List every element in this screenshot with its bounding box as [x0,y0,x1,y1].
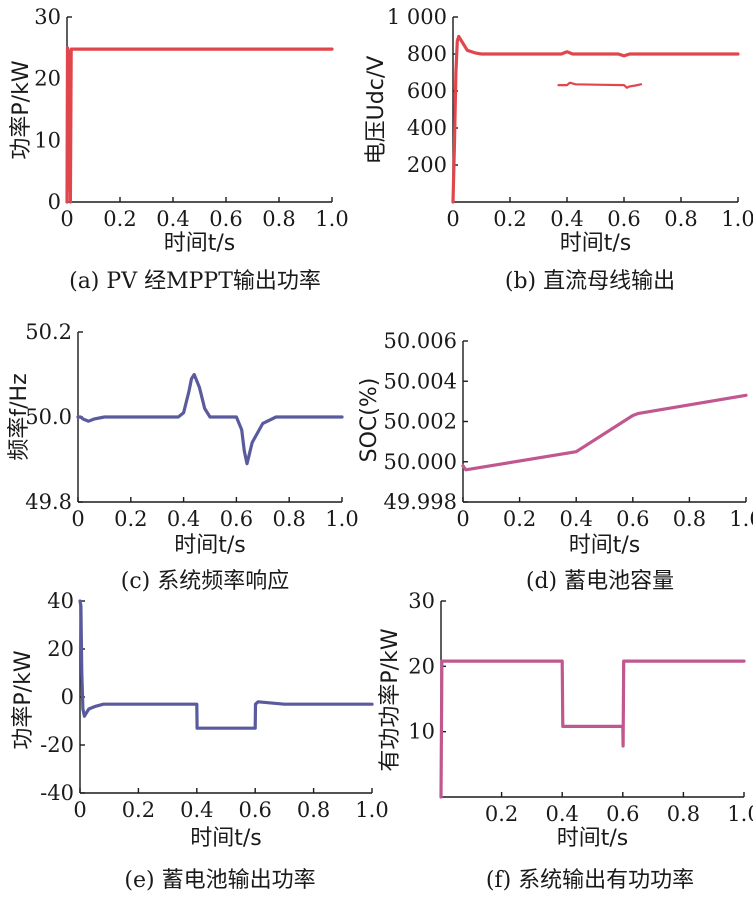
y-tick-label: -20 [40,733,74,757]
y-tick-label: 600 [407,79,447,103]
y-tick-label: 20 [47,637,74,661]
x-axis-title: 时间t/s [174,533,246,558]
series-line [439,659,746,799]
chart-c: 0 0.2 0.4 0.6 0.8 1.0 49.8 50.0 50.2 时间t/s 频率f/Hz (… [7,320,359,594]
series-line [557,81,643,89]
x-tick-label: 0.4 [167,507,200,531]
y-tick-label: 0 [61,685,74,709]
x-tick-label: 0.4 [545,802,578,826]
x-tick-label: 0.8 [297,798,330,822]
x-tick-label: 0.8 [262,207,295,231]
x-tick-label: 0.6 [606,802,639,826]
x-tick-label: 0.2 [485,802,518,826]
x-tick-label: 0.6 [220,507,253,531]
y-tick-label: 20 [34,67,61,91]
series-line [65,46,334,204]
y-tick-label: 50.002 [384,410,457,434]
chart-e: 0 0.2 0.4 0.6 0.8 1.0 -40 -20 0 20 40 时间t/s 功率P/kW (e… [11,589,389,893]
y-tick-label: 200 [407,153,447,177]
x-tick-label: 0 [456,507,469,531]
x-axis-title: 时间t/s [190,826,262,851]
chart-caption: (a) PV 经MPPT输出功率 [69,269,321,294]
y-tick-label: 800 [407,42,447,66]
x-tick-label: 0.6 [616,507,649,531]
y-tick-label: 1 000 [387,5,447,29]
y-tick-label: -40 [40,781,74,805]
chart-d: 0 0.2 0.4 0.6 0.8 1.0 49.998 50.000 50.002 50.004… [357,329,753,594]
y-axis-title: SOC(%) [357,378,382,463]
chart-a: 0 0.2 0.4 0.6 0.8 1.0 0 10 20 30 时间t/s 功率P/kW (a) PV… [9,5,349,294]
x-tick-label: 0 [71,507,84,531]
chart-caption: (e) 蓄电池输出功率 [124,868,315,893]
y-axis-title: 功率P/kW [9,60,34,159]
x-tick-label: 0.8 [272,507,305,531]
x-tick-label: 1.0 [355,798,388,822]
y-tick-label: 400 [407,116,447,140]
x-axis-title: 时间t/s [164,231,236,256]
x-tick-label: 0.6 [238,798,271,822]
x-tick-label: 0.2 [122,798,155,822]
series-line [451,34,740,204]
y-tick-label: 50.2 [25,320,72,344]
chart-caption: (d) 蓄电池容量 [526,569,674,594]
y-axis-title: 功率P/kW [11,650,36,749]
x-tick-label: 0.8 [673,507,706,531]
x-tick-label: 0.4 [156,207,189,231]
x-tick-label: 0.8 [667,802,700,826]
y-tick-label: 30 [34,5,61,29]
x-tick-label: 1.0 [315,207,348,231]
y-tick-label: 50.0 [25,405,72,429]
y-axis-title: 频率f/Hz [7,373,32,460]
x-tick-label: 0.4 [180,798,213,822]
chart-caption: (c) 系统频率响应 [121,569,289,594]
y-axis-title: 电压Udc/V [364,56,389,165]
y-tick-label: 10 [408,720,435,744]
x-tick-label: 0.6 [607,207,640,231]
x-tick-label: 0.6 [209,207,242,231]
x-tick-label: 1.0 [325,507,358,531]
y-tick-label: 50.004 [384,369,457,393]
x-tick-label: 0.4 [550,207,583,231]
y-tick-label: 49.8 [25,490,72,514]
chart-caption: (b) 直流母线输出 [505,269,675,294]
x-tick-label: 0.2 [103,207,136,231]
series-line [461,393,748,472]
x-axis-title: 时间t/s [569,533,641,558]
chart-caption: (f) 系统输出有功功率 [486,868,694,893]
x-tick-label: 0 [446,207,459,231]
y-tick-label: 10 [34,128,61,152]
series-line [78,599,374,730]
chart-b: 0 0.2 0.4 0.6 0.8 1.0 200 400 600 800 1 000 时间t/s 电压… [364,5,753,294]
x-tick-label: 0 [60,207,73,231]
x-tick-label: 1.0 [727,802,753,826]
y-tick-label: 50.000 [384,450,457,474]
x-tick-label: 0.4 [559,507,592,531]
x-tick-label: 0.8 [664,207,697,231]
x-tick-label: 1.0 [729,507,753,531]
x-tick-label: 0.2 [493,207,526,231]
x-tick-label: 0 [73,798,86,822]
y-tick-label: 50.006 [384,329,457,353]
x-tick-label: 0.2 [114,507,147,531]
y-tick-label: 30 [408,589,435,613]
x-axis-title: 时间t/s [560,231,632,256]
y-tick-label: 49.998 [384,490,457,514]
y-axis-title: 有功功率P/kW [378,628,403,771]
x-axis-title: 时间t/s [557,826,629,851]
x-tick-label: 1.0 [721,207,753,231]
y-tick-label: 20 [408,654,435,678]
series-line [76,372,344,466]
y-tick-label: 0 [48,190,61,214]
x-tick-label: 0.2 [503,507,536,531]
chart-f: 0.2 0.4 0.6 0.8 1.0 10 20 30 时间t/s 有功功率P/kW (f) 系统… [378,589,753,893]
y-tick-label: 40 [47,589,74,613]
